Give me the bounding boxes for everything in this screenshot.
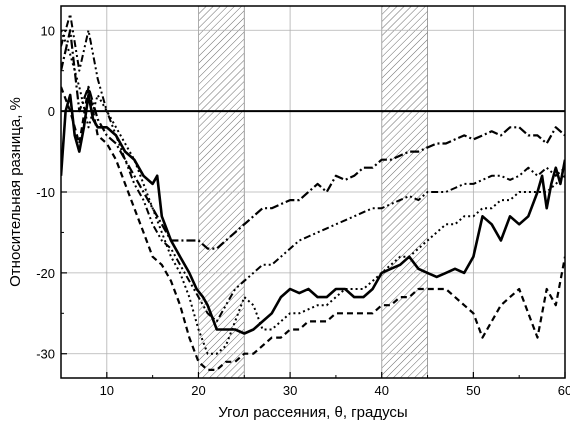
x-axis-label: Угол рассеяния, θ, градусы (218, 404, 407, 421)
x-tick-label: 40 (374, 383, 388, 398)
y-tick-label: 0 (48, 104, 55, 119)
series-group (61, 13, 565, 371)
x-tick-label: 20 (191, 383, 205, 398)
y-axis-label: Относительная разница, % (7, 97, 24, 287)
axis-ticks: 10 20 30 40 50 60 10 0 -10 -20 -30 (36, 23, 570, 398)
y-tick-label: -10 (36, 185, 55, 200)
y-tick-label: -30 (36, 347, 55, 362)
x-tick-label: 60 (558, 383, 570, 398)
series-line-3-dash-dot-dot (61, 13, 565, 323)
x-tick-label: 10 (100, 383, 114, 398)
grid (61, 6, 565, 378)
series-line-1-solid (61, 93, 565, 335)
series-line-5-dashed (61, 85, 565, 371)
x-tick-label: 30 (283, 383, 297, 398)
y-tick-label: 10 (41, 23, 55, 38)
series-line-4-dotted (61, 29, 565, 355)
y-tick-label: -20 (36, 266, 55, 281)
x-tick-label: 50 (466, 383, 480, 398)
series-line-2-dash-dot (61, 29, 565, 250)
